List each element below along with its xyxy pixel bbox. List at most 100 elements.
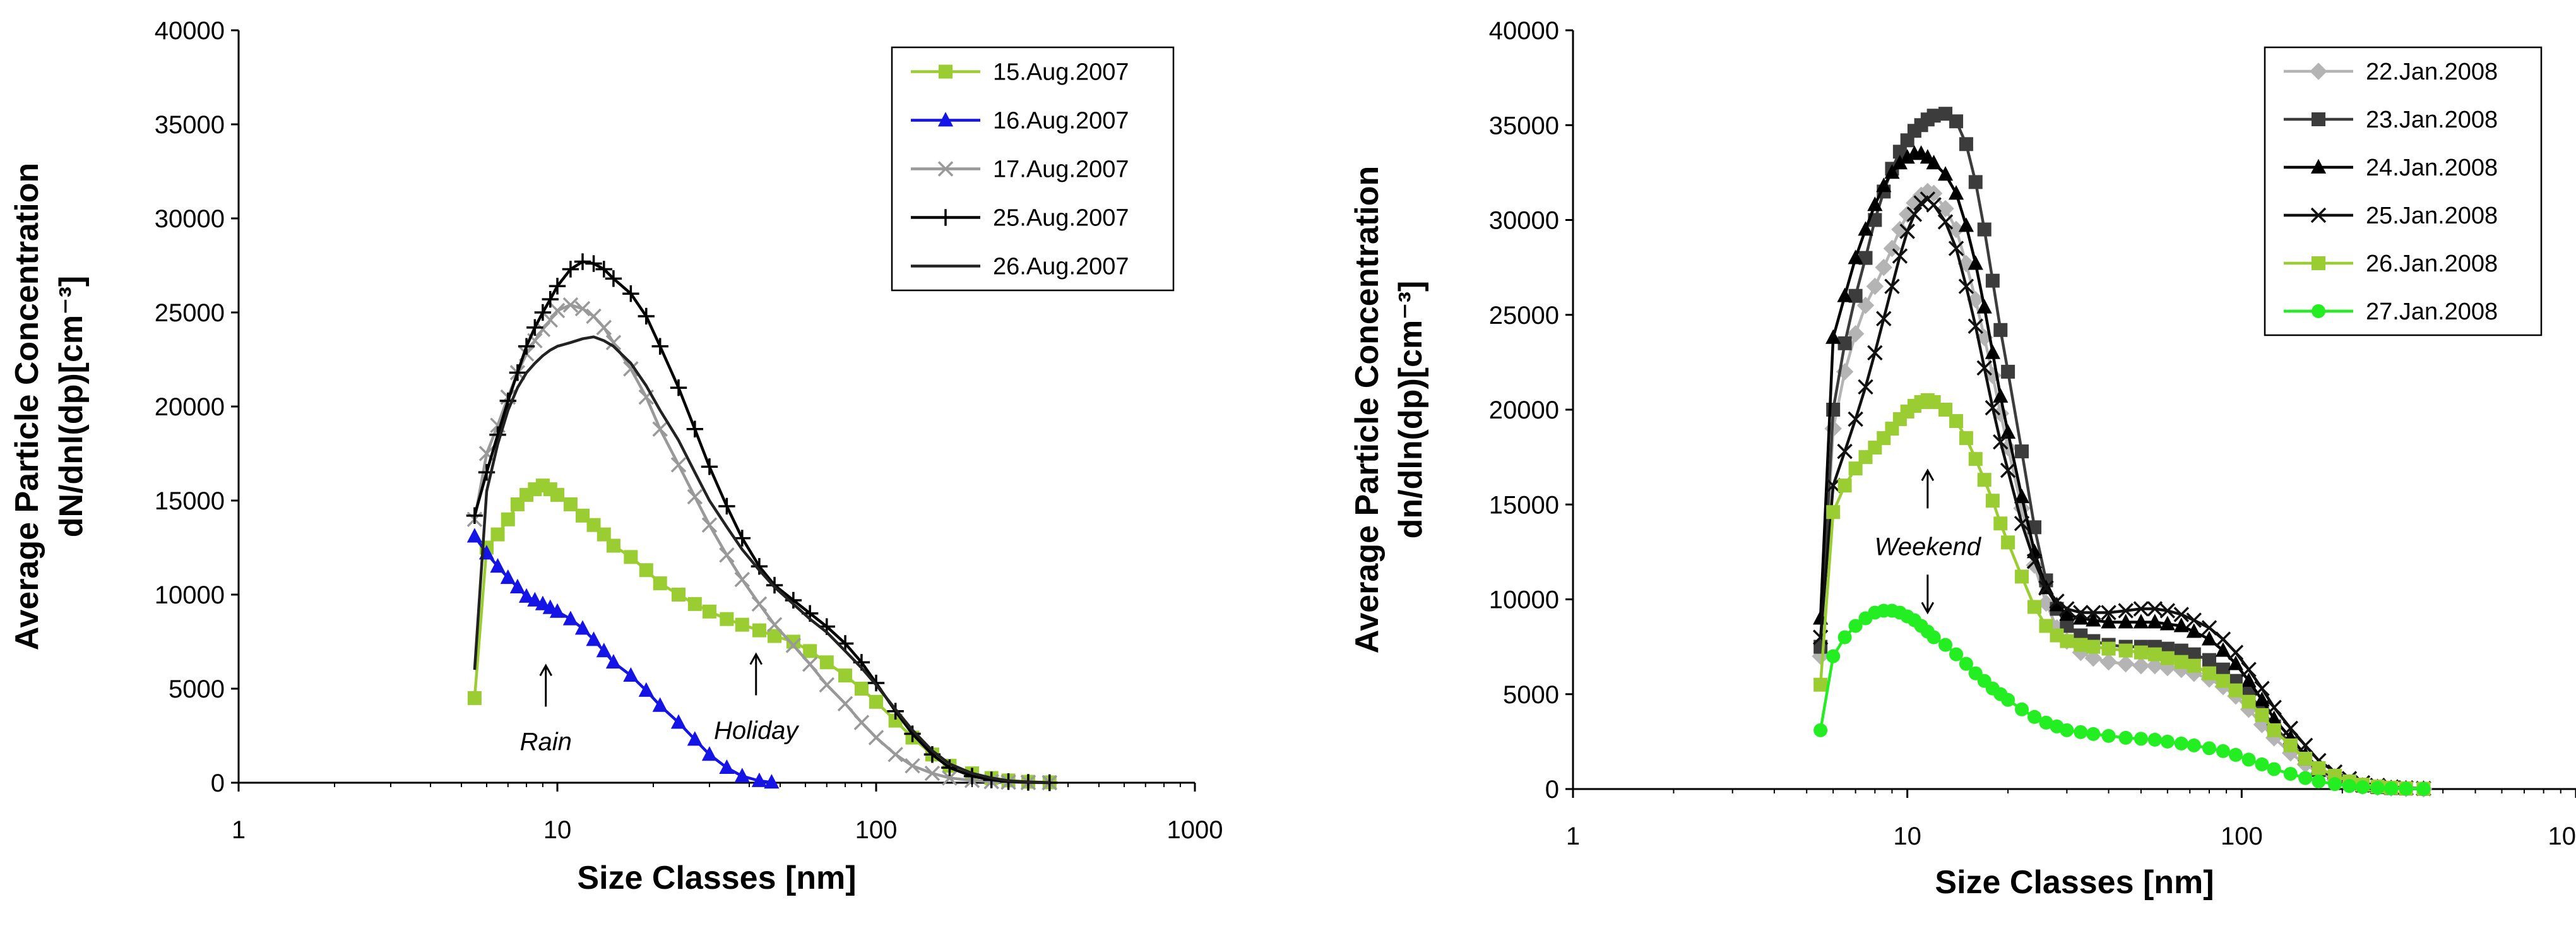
data-point: [2026, 554, 2043, 569]
data-point: [819, 677, 835, 693]
data-point: [701, 458, 718, 475]
data-point: [2118, 643, 2133, 658]
data-point: [766, 617, 783, 632]
data-point: [2073, 610, 2089, 625]
data-point: [764, 774, 780, 789]
data-point: [687, 597, 702, 611]
chart-panel-1: 0 5000 10000 15000 20000 25000 30000 35000 40000…: [9, 17, 1223, 896]
data-point: [2001, 535, 2015, 550]
data-point: [1959, 656, 1973, 671]
data-point: [1938, 638, 1953, 652]
y-tick-label: 30000: [155, 205, 225, 233]
x-tick-label: 100: [855, 816, 898, 844]
data-point: [2132, 656, 2150, 675]
arrow-up-icon: [1921, 468, 1935, 509]
data-point: [1837, 336, 1852, 350]
data-point: [2086, 727, 2101, 741]
data-point: [2039, 619, 2053, 633]
data-point: [2101, 614, 2116, 629]
data-point: [518, 338, 535, 355]
data-point: [1858, 221, 1873, 236]
data-point: [1848, 461, 1863, 476]
data-point: [2187, 658, 2201, 673]
data-point: [2160, 651, 2175, 665]
data-point: [1826, 505, 1841, 519]
data-point: [924, 765, 941, 781]
legend-box: [2264, 46, 2543, 336]
data-point: [2216, 674, 2230, 688]
data-point: [2267, 723, 2281, 737]
data-point: [2312, 761, 2326, 775]
data-point: [549, 302, 566, 319]
data-point: [623, 361, 639, 377]
data-point: [652, 697, 668, 712]
data-point: [2312, 774, 2326, 788]
data-point: [1968, 318, 1984, 335]
data-point: [653, 576, 667, 591]
data-point: [2255, 708, 2269, 722]
data-point: [1993, 516, 2008, 531]
data-point: [2202, 653, 2217, 667]
data-point: [2101, 641, 2116, 656]
data-point: [2266, 710, 2282, 725]
series-4: [1812, 191, 2431, 797]
series-3: [466, 297, 1057, 791]
data-point: [1867, 345, 1883, 361]
legend-label: 22.Jan.2008: [2366, 59, 2498, 85]
data-point: [2015, 569, 2029, 584]
data-point: [1826, 649, 1841, 663]
data-point: [868, 730, 884, 745]
data-point: [2186, 623, 2202, 638]
data-point: [672, 588, 686, 602]
data-point: [2298, 771, 2313, 785]
data-point: [2084, 649, 2103, 667]
data-point: [2015, 702, 2029, 716]
y-tick-label: 20000: [155, 393, 225, 421]
series-line: [1819, 609, 2424, 791]
data-point: [1959, 431, 1973, 446]
data-point: [803, 644, 817, 658]
y-axis-unit: dN/dnl(dp)[cm⁻³]: [53, 276, 90, 537]
data-point: [2001, 692, 2015, 707]
legend-item: 24.Jan.2008: [2284, 155, 2498, 181]
legend-label: 17.Aug.2007: [993, 157, 1129, 183]
data-point: [2228, 683, 2243, 697]
data-point: [2384, 781, 2399, 796]
data-point: [2027, 709, 2042, 724]
data-point: [2038, 580, 2054, 596]
data-point: [751, 596, 768, 612]
data-point: [1947, 220, 1965, 239]
data-point: [1848, 288, 1863, 303]
data-point: [1938, 107, 1953, 121]
data-point: [2173, 607, 2189, 622]
data-point: [2215, 642, 2231, 657]
data-point: [2000, 462, 2016, 478]
data-point: [752, 623, 766, 638]
data-point: [687, 731, 703, 746]
legend: 22.Jan.2008 23.Jan.2008 24.Jan.2008 25.Jan.…: [2264, 46, 2543, 336]
data-point: [2086, 605, 2101, 620]
data-point: [2416, 781, 2431, 796]
y-tick-label: 0: [1545, 776, 1559, 804]
data-point: [1937, 199, 1954, 218]
data-point: [837, 696, 853, 712]
data-point: [605, 270, 622, 287]
data-point: [819, 655, 834, 670]
data-point: [2267, 762, 2281, 776]
data-point: [2187, 647, 2201, 662]
data-point: [638, 682, 654, 697]
data-point: [1959, 137, 1973, 151]
data-point: [2174, 736, 2188, 751]
data-point: [2254, 691, 2270, 706]
data-point: [2001, 364, 2015, 379]
legend-item: 25.Jan.2008: [2284, 203, 2498, 229]
data-point: [605, 335, 622, 350]
data-point: [2049, 593, 2065, 609]
data-point: [2297, 737, 2313, 754]
data-point: [2059, 606, 2075, 621]
data-point: [2086, 639, 2101, 654]
data-point: [1993, 388, 2009, 403]
data-point: [549, 278, 566, 295]
annotation: Holiday: [714, 652, 800, 745]
